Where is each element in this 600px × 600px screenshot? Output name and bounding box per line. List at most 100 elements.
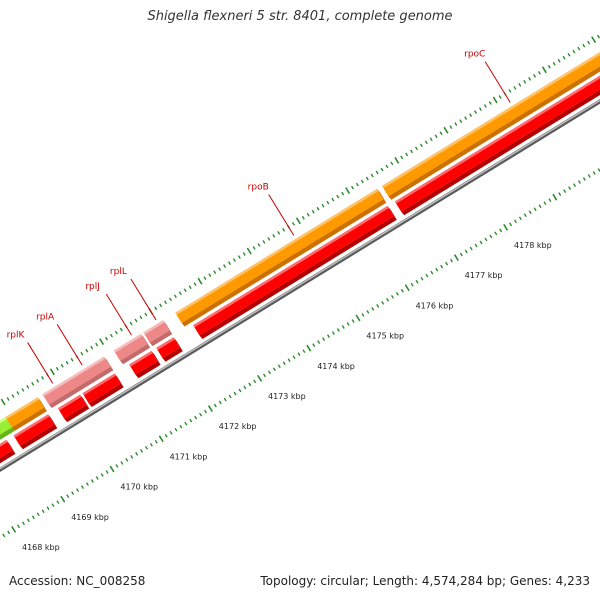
outer-scale-tick — [232, 258, 236, 262]
outer-scale-tick — [85, 348, 89, 353]
inner-scale-tick — [415, 279, 419, 284]
inner-scale-tick — [76, 488, 80, 492]
outer-scale-tick — [498, 95, 502, 99]
gene-label-rplL[interactable]: rplL — [110, 267, 127, 277]
inner-scale-tick — [120, 461, 124, 465]
outer-scale-tick — [439, 131, 443, 136]
outer-scale-tick — [183, 288, 187, 293]
inner-scale-tick — [376, 304, 380, 308]
gene-feature[interactable] — [382, 52, 600, 200]
outer-scale-tick — [144, 312, 148, 317]
feature-front-face — [143, 320, 170, 343]
inner-scale-tick — [149, 442, 153, 447]
outer-scale-tick — [311, 209, 315, 214]
outer-scale-tick — [114, 330, 118, 335]
inner-scale-tick — [361, 313, 365, 317]
inner-scale-tick — [366, 310, 370, 314]
cds-feature[interactable] — [57, 394, 90, 423]
outer-scale-tick — [252, 246, 256, 250]
gene-label-rpoB[interactable]: rpoB — [248, 182, 269, 192]
outer-scale-tick — [541, 66, 547, 74]
outer-scale-tick — [109, 333, 113, 338]
inner-scale-tick — [36, 512, 40, 517]
outer-scale-tick — [295, 217, 301, 225]
inner-scale-tick — [144, 445, 148, 450]
rna_gene-feature[interactable] — [143, 320, 173, 347]
scale-tick-label: 4169 kbp — [71, 513, 109, 522]
feature-front-face — [82, 373, 121, 404]
feature-depth-face — [0, 450, 16, 464]
outer-scale-tick — [134, 318, 138, 323]
outer-scale-tick — [547, 64, 551, 69]
outer-scale-tick — [105, 336, 109, 341]
gene-label-rplA[interactable]: rplA — [36, 312, 55, 322]
outer-scale-tick — [582, 43, 586, 48]
outer-scale-tick — [370, 173, 374, 178]
feature-end-face — [48, 414, 58, 429]
cds-feature[interactable] — [156, 337, 183, 362]
outer-scale-tick — [537, 70, 541, 75]
feature-front-face — [156, 337, 180, 359]
outer-scale-tick — [434, 134, 438, 139]
inner-scale-tick — [179, 424, 183, 429]
inner-scale-tick — [317, 340, 321, 344]
outer-scale-tick — [16, 391, 20, 395]
outer-scale-tick — [291, 221, 295, 226]
feature-depth-face — [135, 361, 161, 379]
inner-scale-tick — [479, 240, 483, 245]
inner-scale-tick — [563, 189, 567, 193]
inner-scale-tick — [548, 198, 552, 203]
outer-scale-tick — [572, 49, 576, 54]
outer-scale-tick — [267, 237, 271, 241]
inner-scale-tick — [60, 495, 66, 503]
feature-end-face — [37, 397, 47, 412]
outer-scale-tick — [414, 146, 418, 151]
gene-label-leader — [484, 61, 511, 103]
feature-top-face — [394, 75, 600, 204]
outer-scale-tick — [60, 363, 64, 368]
inner-scale-tick — [154, 439, 158, 444]
cds-feature[interactable] — [129, 351, 161, 379]
outer-scale-tick — [246, 247, 252, 255]
inner-scale-tick — [469, 246, 473, 251]
outer-scale-tick — [508, 89, 512, 93]
gene-feature[interactable] — [5, 397, 47, 431]
rna_gene-feature[interactable] — [113, 333, 151, 365]
inner-scale-tick — [386, 297, 390, 302]
outer-scale-tick — [49, 368, 55, 376]
gene-label-rplK[interactable]: rplK — [7, 330, 26, 340]
gene-feature[interactable] — [175, 188, 387, 327]
topology-text: Topology: circular; Length: 4,574,284 bp… — [260, 574, 590, 588]
cds-feature[interactable] — [0, 440, 16, 467]
outer-scale-tick — [424, 140, 428, 145]
outer-scale-tick — [557, 58, 561, 63]
outer-scale-tick — [301, 215, 305, 220]
feature-top-face — [57, 394, 82, 411]
inner-scale-tick — [66, 494, 70, 499]
gene-label-rplJ[interactable]: rplJ — [85, 282, 100, 292]
inner-scale-tick — [174, 427, 178, 432]
inner-scale-tick — [528, 210, 532, 215]
outer-scale-tick — [119, 327, 123, 332]
inner-scale-tick — [499, 228, 503, 233]
rna_gene-feature[interactable] — [42, 356, 114, 408]
inner-scale-tick — [331, 331, 335, 335]
outer-scale-tick — [306, 212, 310, 217]
cds-feature[interactable] — [193, 206, 397, 339]
outer-scale-tick — [228, 261, 232, 265]
gene-label-rpoC[interactable]: rpoC — [464, 50, 485, 60]
cds-feature[interactable] — [394, 69, 600, 216]
inner-scale-tick — [233, 391, 237, 396]
outer-scale-tick — [380, 167, 384, 172]
cds-feature[interactable] — [13, 414, 58, 450]
outer-scale-tick — [197, 277, 203, 285]
outer-scale-tick — [474, 110, 478, 114]
inner-scale-tick — [404, 284, 410, 292]
cds-feature[interactable] — [82, 373, 124, 407]
feature-end-face — [114, 373, 124, 388]
outer-scale-tick — [336, 194, 340, 199]
inner-scale-tick — [158, 435, 164, 443]
feature-layer — [0, 52, 600, 467]
outer-scale-tick — [0, 398, 6, 406]
outer-scale-tick — [351, 185, 355, 190]
